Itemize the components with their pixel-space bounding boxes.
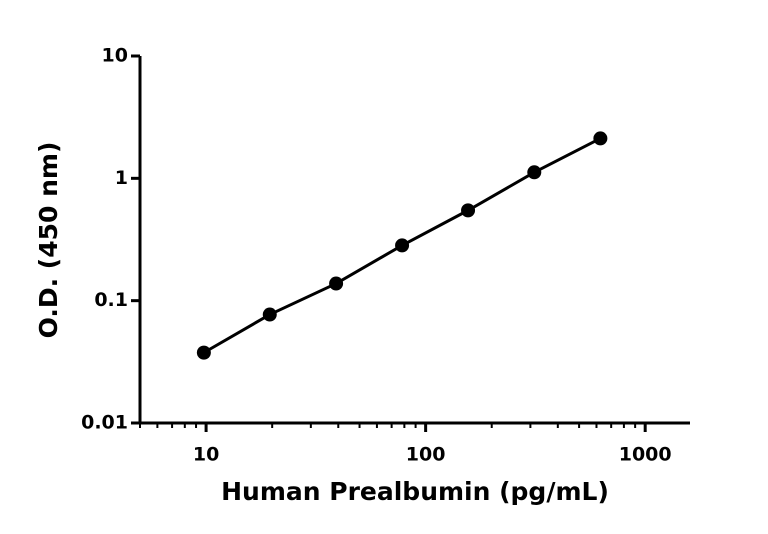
data-point	[395, 238, 410, 253]
data-point	[329, 276, 344, 291]
data-point	[262, 307, 277, 322]
y-axis-title: O.D. (450 nm)	[34, 142, 63, 339]
data-point	[461, 203, 476, 218]
y-tick-label: 0.1	[94, 289, 128, 311]
x-tick-label: 1000	[619, 444, 672, 466]
x-tick-label: 10	[193, 444, 219, 466]
y-tick-label: 10	[102, 45, 128, 67]
x-axis-title: Human Prealbumin (pg/mL)	[221, 477, 609, 506]
data-point	[593, 131, 608, 146]
y-tick-label: 1	[115, 167, 128, 189]
data-point	[527, 165, 542, 180]
y-tick-label: 0.01	[81, 412, 128, 434]
data-point	[196, 345, 211, 360]
x-tick-label: 100	[406, 444, 446, 466]
